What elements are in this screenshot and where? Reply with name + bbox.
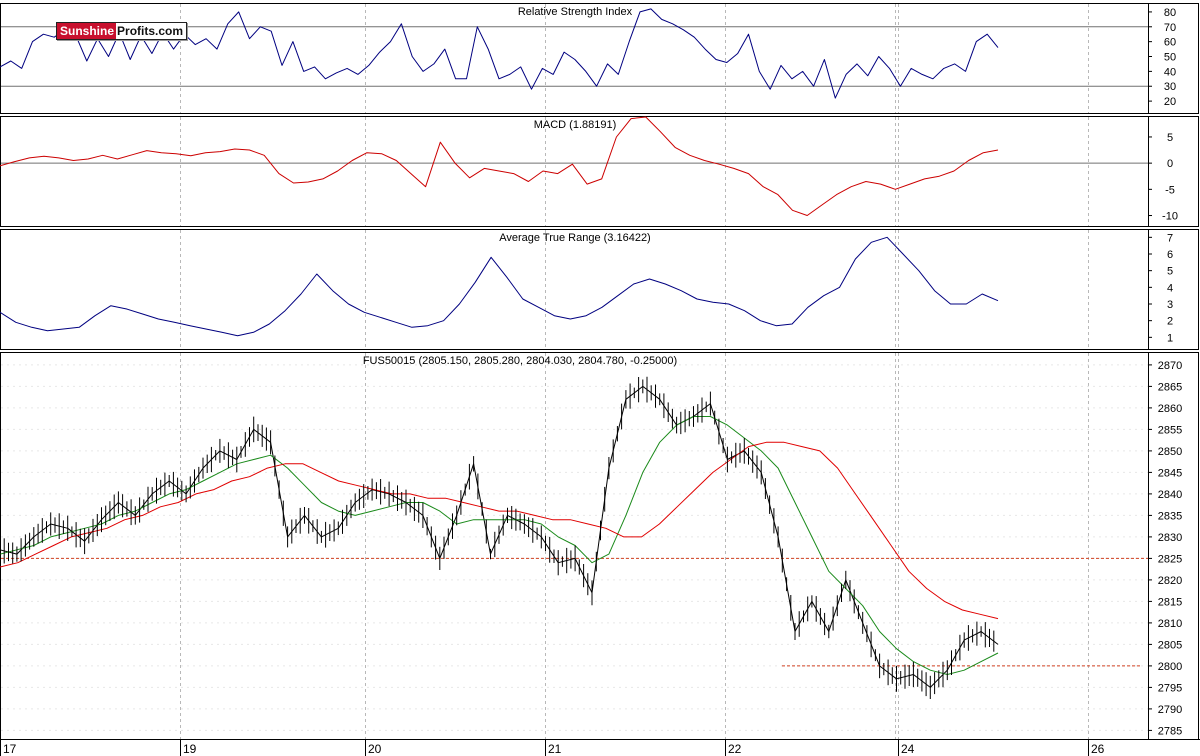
y-tick-label: 2850	[1158, 446, 1182, 458]
y-tick-label: 2795	[1158, 682, 1182, 694]
y-tick-label: 1	[1167, 332, 1173, 344]
y-tick-label: 6	[1167, 249, 1173, 261]
x-tick-label: 24	[901, 742, 915, 756]
x-tick-label: 26	[1091, 742, 1105, 756]
y-tick-label: 2835	[1158, 510, 1182, 522]
y-tick-label: 3	[1167, 299, 1173, 311]
y-tick-label: -5	[1165, 184, 1175, 196]
series-line-price-1	[0, 416, 999, 675]
x-tick-label: 20	[368, 742, 382, 756]
y-tick-label: 0	[1167, 158, 1173, 170]
y-tick-label: 4	[1167, 282, 1173, 294]
logo-part-sunshine: Sunshine	[57, 23, 117, 39]
y-tick-label: 2855	[1158, 424, 1182, 436]
panel-atr: 1 2 3 4 5 6 7 Average True Range (3.16422)	[0, 229, 1199, 350]
panel-price: 2785 2790 2795 2800 2805 2810 2815 2820 2825 2830…	[0, 352, 1199, 740]
y-tick-label: 40	[1164, 66, 1176, 78]
y-tick-label: 2820	[1158, 575, 1182, 587]
y-tick-label: 20	[1164, 96, 1176, 108]
y-tick-label: 5	[1167, 132, 1173, 144]
x-tick-label: 19	[183, 742, 197, 756]
y-tick-label: 2785	[1158, 725, 1182, 737]
x-tick-label: 22	[728, 742, 742, 756]
y-tick-label: 2860	[1158, 403, 1182, 415]
y-tick-label: 2845	[1158, 467, 1182, 479]
y-tick-label: -10	[1162, 211, 1178, 223]
y-tick-label: 2840	[1158, 489, 1182, 501]
y-tick-label: 2825	[1158, 553, 1182, 565]
series-line-atr-0	[0, 236, 999, 337]
y-tick-label: 5	[1167, 266, 1173, 278]
price-bars	[0, 376, 995, 699]
panel-frame	[0, 229, 1199, 350]
y-tick-label: 2810	[1158, 618, 1182, 630]
y-tick-label: 7	[1167, 232, 1173, 244]
x-tick-label: 17	[3, 742, 17, 756]
panel-title: MACD (1.88191)	[534, 119, 617, 131]
y-tick-label: 2800	[1158, 661, 1182, 673]
logo-part-profits: Profits.com	[117, 24, 184, 38]
sunshine-profits-logo: Sunshine Profits.com	[56, 22, 188, 40]
time-axis: 17 19 20 21 22 24 26	[0, 739, 1200, 756]
y-tick-label: 2870	[1158, 360, 1182, 372]
panel-title: FUS50015 (2805.150, 2805.280, 2804.030, …	[363, 355, 677, 367]
y-tick-label: 30	[1164, 81, 1176, 93]
y-tick-label: 2830	[1158, 532, 1182, 544]
series-line-price-2	[0, 441, 999, 620]
panel-frame	[0, 3, 1199, 114]
series-line-macd-0	[0, 116, 999, 216]
y-tick-label: 70	[1164, 22, 1176, 34]
y-tick-label: 60	[1164, 37, 1176, 49]
y-tick-label: 2865	[1158, 381, 1182, 393]
panel-macd: -10 -5 0 5 MACD (1.88191)	[0, 116, 1199, 227]
y-tick-label: 2790	[1158, 704, 1182, 716]
y-tick-label: 2805	[1158, 639, 1182, 651]
panel-frame	[0, 116, 1199, 227]
y-tick-label: 2	[1167, 316, 1173, 328]
y-tick-label: 80	[1164, 7, 1176, 19]
x-tick-label: 21	[548, 742, 562, 756]
y-tick-label: 50	[1164, 52, 1176, 64]
y-tick-label: 2815	[1158, 596, 1182, 608]
panel-rsi: 20 30 40 50 60 70 80 Relative Strength Index	[0, 3, 1199, 114]
panel-title: Relative Strength Index	[518, 6, 633, 18]
panel-frame	[0, 352, 1199, 740]
panel-title: Average True Range (3.16422)	[499, 232, 650, 244]
